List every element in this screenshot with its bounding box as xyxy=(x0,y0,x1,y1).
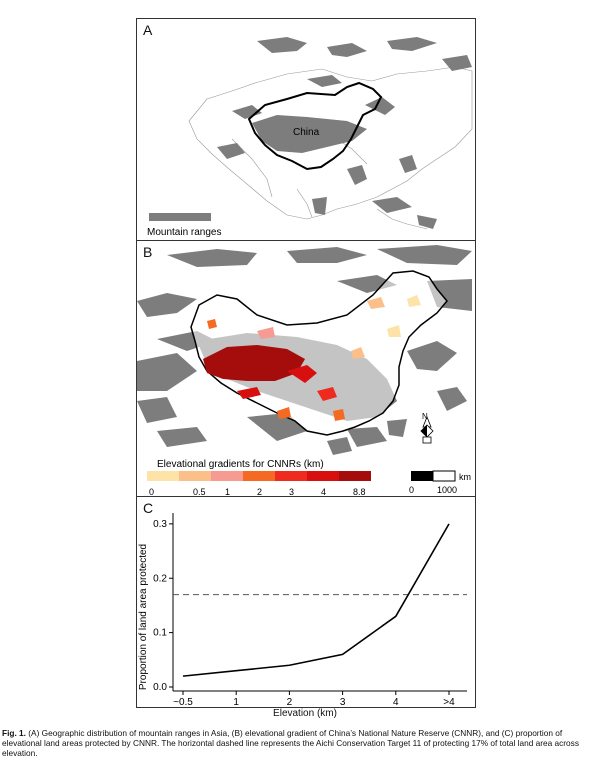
mountain-legend-swatch xyxy=(149,213,211,221)
caption-text: (A) Geographic distribution of mountain … xyxy=(2,728,579,758)
y-tick-label: 0.3 xyxy=(153,519,167,530)
elevation-color-legend xyxy=(147,471,371,481)
legend-tick-3: 2 xyxy=(257,487,262,497)
x-tick-label: 2 xyxy=(287,697,293,707)
x-tick-label: ~0.5 xyxy=(173,697,193,707)
china-elevation-map: N Elevational gradients for CNNRs (km) 0… xyxy=(137,245,472,497)
legend-tick-2: 1 xyxy=(225,487,230,497)
chart-marks xyxy=(173,523,467,677)
legend-swatch-6 xyxy=(339,471,371,481)
protection-series-line xyxy=(182,523,450,677)
north-arrow-icon xyxy=(420,415,434,444)
chart-axes: 0.0 0.1 0.2 0.3 ~0.5 1 2 3 4 >4 xyxy=(153,513,467,707)
x-axis-label: Elevation (km) xyxy=(273,708,337,719)
elevation-legend-title: Elevational gradients for CNNRs (km) xyxy=(157,459,324,470)
scalebar-black xyxy=(411,471,433,481)
mountain-legend-label: Mountain ranges xyxy=(147,227,222,238)
panel-b-letter: B xyxy=(143,244,153,260)
legend-swatch-5 xyxy=(307,471,339,481)
x-tick-label: 4 xyxy=(393,697,399,707)
panel-c: 0.0 0.1 0.2 0.3 ~0.5 1 2 3 4 >4 Proportion of lan… xyxy=(136,496,476,708)
caption-lead: Fig. 1. xyxy=(2,728,26,738)
protection-line-chart: 0.0 0.1 0.2 0.3 ~0.5 1 2 3 4 >4 Proportion of lan… xyxy=(138,513,467,707)
legend-swatch-4 xyxy=(275,471,307,481)
legend-swatch-1 xyxy=(179,471,211,481)
asia-mountain-map: China Mountain ranges xyxy=(147,37,473,238)
x-tick-label: >4 xyxy=(443,697,455,707)
legend-tick-4: 3 xyxy=(289,487,294,497)
y-tick-label: 0.0 xyxy=(153,682,167,693)
north-label: N xyxy=(422,412,428,421)
elevation-legend-ticks: 0 0.5 1 2 3 4 8.8 xyxy=(149,487,366,497)
legend-swatch-0 xyxy=(147,471,179,481)
scalebar-tick-0: 0 xyxy=(409,485,414,495)
panel-c-letter: C xyxy=(143,500,154,516)
panel-b: N Elevational gradients for CNNRs (km) 0… xyxy=(136,240,476,498)
scalebar-unit: km xyxy=(459,472,471,482)
scalebar-tick-1000: 1000 xyxy=(437,485,457,495)
legend-swatch-3 xyxy=(243,471,275,481)
y-tick-label: 0.1 xyxy=(153,628,167,639)
x-tick-label: 3 xyxy=(340,697,346,707)
panel-a: China Mountain ranges A xyxy=(136,18,476,242)
panel-a-letter: A xyxy=(143,22,153,38)
china-label: China xyxy=(293,127,320,138)
legend-tick-1: 0.5 xyxy=(193,487,206,497)
china-outline xyxy=(247,81,383,171)
legend-tick-0: 0 xyxy=(149,487,154,497)
legend-tick-5: 4 xyxy=(321,487,326,497)
scalebar-white xyxy=(432,470,456,482)
legend-tick-6: 8.8 xyxy=(353,487,366,497)
y-axis-label: Proportion of land area protected xyxy=(138,544,149,690)
legend-swatch-2 xyxy=(211,471,243,481)
y-tick-label: 0.2 xyxy=(153,573,167,584)
x-tick-label: 1 xyxy=(233,697,239,707)
cnnr-patches xyxy=(203,295,421,421)
figure-caption: Fig. 1. (A) Geographic distribution of m… xyxy=(2,728,604,758)
